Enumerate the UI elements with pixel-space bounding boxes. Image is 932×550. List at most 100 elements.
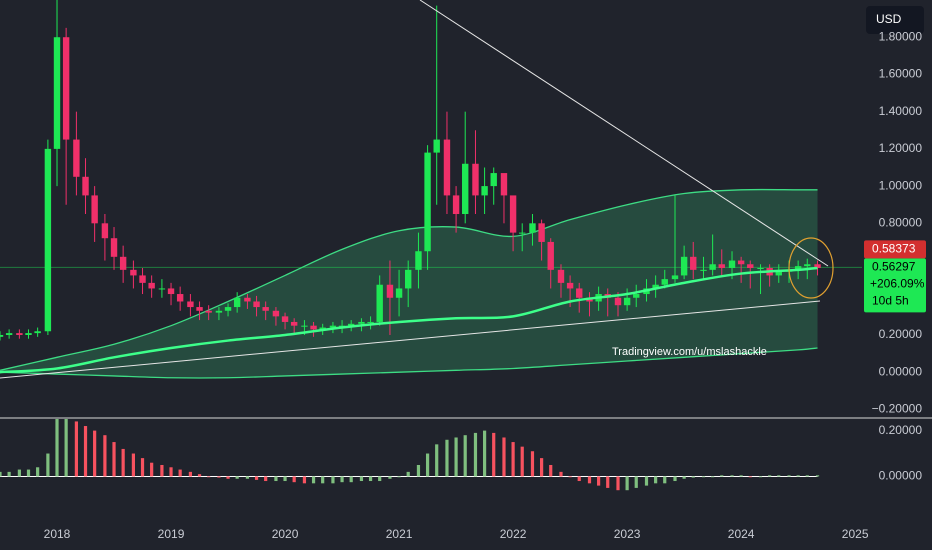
currency-label[interactable]: USD (876, 12, 902, 26)
candle-body (110, 238, 118, 257)
x-tick-label: 2025 (842, 527, 869, 541)
histogram-bar (254, 476, 259, 480)
candle-body (358, 321, 365, 324)
candle-body (139, 275, 146, 283)
histogram-bar (235, 476, 239, 479)
histogram-bar (606, 476, 610, 488)
y-tick-label: 0.00000 (879, 364, 923, 378)
drawings (0, 0, 834, 379)
candle-body (167, 288, 175, 295)
candle-body (253, 301, 260, 308)
histogram-bar (673, 476, 677, 482)
candle-body (424, 152, 431, 252)
x-tick-label: 2020 (272, 527, 299, 541)
histogram-bar (406, 471, 410, 477)
candle-body (709, 264, 716, 270)
candle-body (538, 223, 545, 242)
histogram-bar (520, 446, 524, 477)
candle-body (310, 325, 317, 330)
price-badge (864, 240, 926, 259)
candle-body (814, 264, 821, 268)
band-middle (0, 266, 818, 374)
histogram-bar (112, 442, 116, 477)
candle-body (319, 327, 326, 330)
histogram-bar (197, 474, 202, 477)
candle-body (404, 269, 412, 289)
histogram-bar (368, 476, 373, 482)
candle-body (82, 176, 89, 196)
candle-body (661, 279, 668, 285)
histogram-bar (359, 476, 364, 482)
y-tick-label: −0.20000 (872, 402, 923, 416)
histogram-bar (226, 476, 230, 479)
histogram-bar (264, 476, 268, 482)
x-tick-label: 2021 (386, 527, 413, 541)
histogram-bar (46, 453, 50, 477)
candle-body (290, 321, 298, 326)
y-tick-label: 0.80000 (879, 215, 923, 229)
histogram-bar (587, 476, 592, 484)
candle-body (272, 310, 280, 317)
histogram-bar (768, 475, 772, 477)
candle-body (500, 173, 508, 196)
histogram-bar (140, 458, 145, 477)
y-tick-label: 1.60000 (879, 67, 923, 81)
candle-body (794, 266, 802, 270)
x-tick-label: 2019 (158, 527, 185, 541)
price-badge (864, 258, 926, 313)
candle-body (367, 321, 374, 323)
histogram-bar (302, 476, 307, 484)
candle-body (700, 269, 707, 271)
candle-body (205, 310, 212, 313)
histogram-bar (0, 471, 2, 477)
candle-body (233, 297, 241, 308)
candle-body (652, 284, 659, 289)
histogram-bar (36, 467, 40, 477)
candle-body (34, 331, 41, 334)
candle-body (130, 269, 137, 276)
histogram-bar (625, 476, 629, 491)
histogram-bar (663, 476, 667, 484)
histogram-bar (74, 421, 78, 477)
histogram-bar (397, 476, 401, 478)
histogram-bar (682, 476, 686, 479)
candle-body (91, 195, 98, 224)
candle-body (62, 37, 70, 140)
trend-line (419, 0, 829, 267)
histogram-bar (55, 419, 59, 477)
x-tick-label: 2024 (728, 527, 755, 541)
histogram-bar (283, 476, 287, 482)
histogram-bar (311, 476, 316, 484)
candle-body (0, 334, 4, 337)
candle-body (737, 260, 745, 265)
histogram-bar (530, 451, 535, 477)
histogram-bar (388, 476, 392, 479)
histogram-bar (758, 476, 763, 478)
histogram-bar (349, 476, 353, 483)
histogram-bar (454, 437, 458, 477)
candle-body (633, 294, 640, 298)
histogram-bar (416, 464, 421, 477)
currency-button[interactable] (866, 6, 924, 34)
candle-body (576, 288, 583, 298)
candle-body (16, 333, 23, 335)
histogram-bar (473, 432, 478, 477)
oscillator-pane (0, 419, 820, 491)
histogram-bar (701, 476, 706, 478)
candle-body (386, 284, 394, 298)
histogram-bar (26, 469, 31, 477)
histogram-bar (492, 432, 496, 477)
histogram-bar (207, 476, 211, 478)
price-change: +206.09% (870, 277, 925, 291)
candle-body (747, 264, 754, 268)
watermark: Tradingview.com/u/mslashackle (612, 346, 767, 358)
candle-body (415, 251, 422, 270)
histogram-bar (549, 464, 553, 477)
band-lower (0, 347, 818, 379)
histogram-bar (331, 476, 335, 484)
y-tick-label: 1.00000 (879, 178, 923, 192)
histogram-bar (340, 476, 344, 483)
candle-body (614, 297, 622, 306)
candle-body (262, 307, 269, 311)
